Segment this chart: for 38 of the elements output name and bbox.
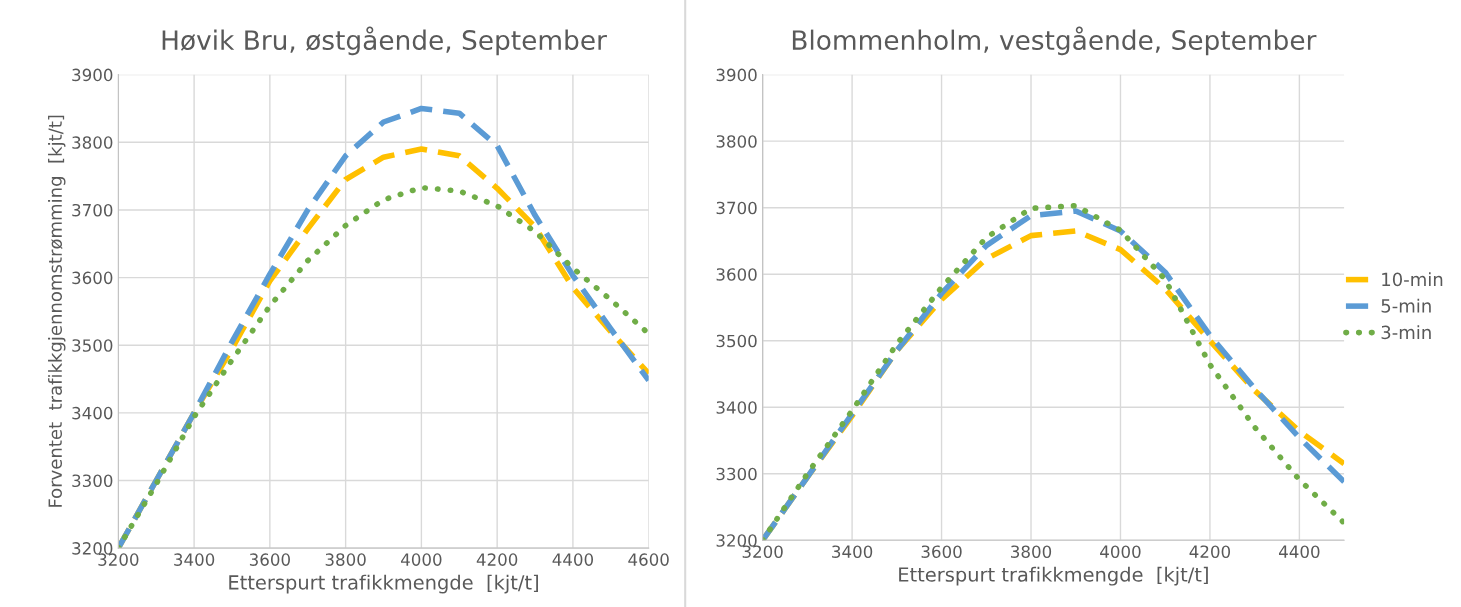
x-tick-label: 3800 [1011, 545, 1052, 558]
y-tick-label: 3300 [72, 474, 113, 488]
y-tick-label: 3800 [716, 135, 757, 148]
y-tick-label: 3300 [716, 467, 757, 481]
legend-label: 5-min [1381, 298, 1431, 313]
x-tick-label: 3200 [742, 545, 783, 558]
x-tick-label: 4400 [1279, 545, 1320, 558]
y-tick-label: 3200 [716, 534, 757, 547]
y-tick-label: 3900 [716, 68, 757, 82]
y-tick-label: 3700 [72, 203, 113, 217]
y-tick-label: 3600 [716, 268, 757, 281]
y-tick-label: 3400 [72, 406, 113, 420]
x-tick-label: 4400 [552, 553, 594, 566]
y-tick-label: 3400 [716, 401, 757, 414]
x-tick-label: 4200 [1189, 545, 1231, 558]
x-tick-label: 4000 [401, 553, 442, 566]
chart-title: Høvik Bru, østgående, September [162, 26, 607, 56]
chart-title: Blommenholm, vestgående, September [792, 26, 1317, 56]
x-axis-title: Etterspurt trafikkmengde [kjt/t] [899, 566, 1208, 586]
y-tick-label: 3600 [72, 271, 113, 285]
x-tick-label: 3200 [98, 553, 139, 566]
x-tick-label: 4600 [628, 553, 669, 566]
y-tick-label: 3900 [72, 68, 113, 82]
legend-label: 10-min [1382, 272, 1443, 287]
x-tick-label: 4200 [476, 553, 518, 566]
y-tick-label: 3500 [72, 339, 113, 352]
x-axis-title: Etterspurt trafikkmengde [kjt/t] [229, 574, 538, 594]
legend-label: 3-min [1381, 325, 1431, 340]
x-tick-label: 3400 [174, 553, 215, 566]
y-tick-label: 3800 [72, 136, 113, 149]
x-tick-label: 3600 [921, 545, 962, 558]
x-tick-label: 3400 [832, 545, 873, 558]
y-axis-title: Forventet trafikkgjennomstrømming [kjt/t] [48, 115, 66, 507]
y-tick-label: 3700 [716, 201, 757, 215]
x-tick-label: 4000 [1100, 545, 1141, 558]
y-tick-label: 3500 [716, 334, 757, 348]
x-tick-label: 3600 [249, 553, 290, 566]
x-tick-label: 3800 [325, 553, 366, 566]
